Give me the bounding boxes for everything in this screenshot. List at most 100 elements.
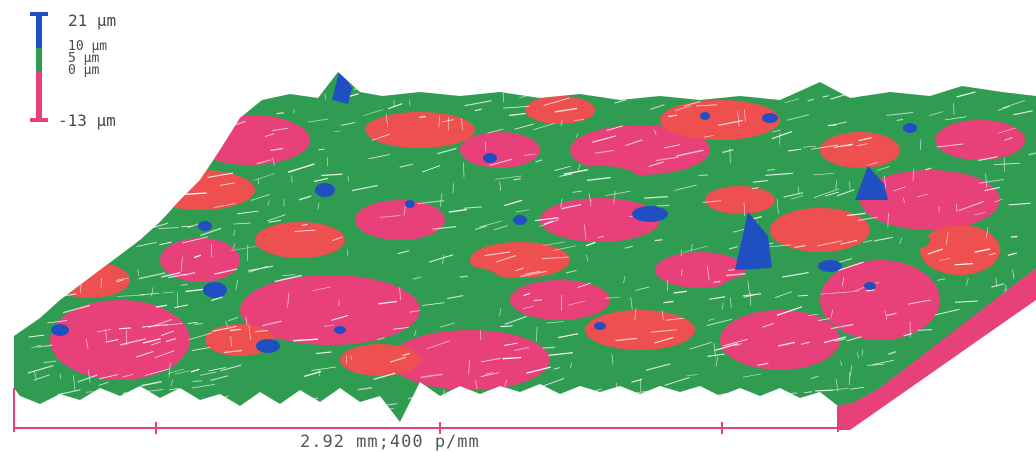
mesh-line bbox=[1008, 202, 1031, 206]
mesh-line bbox=[807, 313, 819, 316]
mesh-line bbox=[474, 108, 482, 112]
mesh-line bbox=[461, 118, 463, 131]
mesh-line bbox=[36, 344, 53, 348]
mesh-line bbox=[103, 100, 114, 104]
mesh-line bbox=[100, 278, 102, 289]
mesh-line bbox=[513, 178, 521, 181]
mesh-line bbox=[623, 276, 626, 284]
mesh-line bbox=[154, 175, 177, 181]
mesh-line bbox=[208, 367, 226, 372]
mesh-line bbox=[28, 268, 43, 272]
mesh-line bbox=[944, 116, 967, 121]
mesh-line bbox=[168, 368, 185, 374]
mesh-line bbox=[985, 226, 989, 239]
mesh-line bbox=[654, 129, 657, 136]
mesh-line bbox=[296, 397, 318, 405]
mesh-line bbox=[818, 318, 831, 321]
mesh-line bbox=[506, 81, 517, 84]
mesh-line bbox=[46, 219, 49, 226]
mesh-line bbox=[656, 204, 670, 207]
mesh-line bbox=[588, 192, 591, 202]
mesh-line bbox=[654, 239, 663, 242]
mesh-line bbox=[227, 316, 239, 322]
mesh-line bbox=[1012, 269, 1015, 280]
mesh-line bbox=[493, 225, 508, 231]
mesh-line bbox=[247, 244, 249, 261]
mesh-line bbox=[515, 209, 530, 213]
mesh-line bbox=[151, 187, 169, 192]
mesh-line bbox=[150, 341, 162, 346]
mesh-line bbox=[106, 149, 116, 153]
mesh-line bbox=[543, 97, 570, 106]
mesh-line bbox=[158, 227, 179, 230]
mesh-line bbox=[131, 180, 140, 183]
mesh-line bbox=[776, 306, 803, 316]
mesh-line bbox=[690, 243, 693, 251]
mesh-line bbox=[78, 91, 97, 97]
mesh-line bbox=[267, 200, 270, 206]
mesh-line bbox=[327, 407, 341, 413]
mesh-line bbox=[169, 388, 179, 391]
mesh-line bbox=[561, 203, 582, 210]
mesh-line bbox=[954, 300, 978, 303]
mesh-line bbox=[964, 405, 979, 411]
mesh-line bbox=[743, 202, 746, 217]
mesh-line bbox=[552, 417, 569, 421]
mesh-line bbox=[272, 157, 275, 166]
mesh-line bbox=[534, 417, 548, 420]
mesh-line bbox=[200, 79, 208, 82]
mesh-line bbox=[463, 162, 465, 178]
mesh-line bbox=[459, 275, 468, 278]
mesh-line bbox=[49, 92, 51, 98]
mesh-line bbox=[554, 165, 571, 171]
mesh-line bbox=[1017, 329, 1036, 335]
mesh-line bbox=[284, 82, 309, 88]
mesh-line bbox=[577, 282, 591, 288]
mesh-line bbox=[59, 84, 68, 88]
mesh-line bbox=[669, 397, 678, 400]
mesh-line bbox=[235, 279, 239, 290]
mesh-line bbox=[504, 199, 523, 207]
mesh-line bbox=[993, 162, 1021, 166]
mesh-line bbox=[172, 95, 181, 99]
mesh-line bbox=[307, 118, 329, 123]
mesh-line bbox=[351, 184, 378, 192]
mesh-line bbox=[835, 180, 838, 190]
mesh-line bbox=[256, 159, 271, 165]
mesh-line bbox=[767, 169, 775, 171]
mesh-line bbox=[168, 273, 186, 279]
mesh-line bbox=[742, 293, 762, 297]
mesh-line bbox=[984, 186, 1001, 191]
mesh-line bbox=[180, 283, 188, 287]
mesh-line bbox=[843, 290, 860, 293]
mesh-line bbox=[393, 327, 409, 330]
mesh-line bbox=[956, 91, 976, 98]
mesh-line bbox=[180, 83, 205, 86]
mesh-line bbox=[800, 341, 810, 345]
mesh-line bbox=[954, 263, 973, 266]
mesh-line bbox=[177, 175, 192, 180]
mesh-line bbox=[268, 219, 282, 223]
mesh-line bbox=[995, 329, 1023, 338]
mesh-line bbox=[146, 388, 164, 392]
mesh-line bbox=[298, 195, 312, 201]
mesh-line bbox=[553, 367, 560, 370]
upper-mid-regions bbox=[115, 156, 930, 305]
mesh-line bbox=[116, 279, 124, 283]
mesh-line bbox=[77, 248, 81, 259]
mesh-line bbox=[412, 276, 422, 280]
mesh-line bbox=[615, 337, 637, 342]
mesh-line bbox=[188, 79, 214, 82]
mesh-line bbox=[247, 265, 274, 272]
mesh-line bbox=[563, 169, 589, 175]
mesh-line bbox=[110, 197, 118, 201]
mesh-line bbox=[129, 167, 132, 173]
mesh-line bbox=[876, 166, 890, 171]
mesh-line bbox=[958, 201, 984, 212]
mesh-line bbox=[142, 179, 145, 186]
mesh-line bbox=[586, 254, 589, 262]
mesh-line bbox=[171, 379, 173, 387]
mesh-line bbox=[427, 394, 430, 407]
mesh-line bbox=[276, 112, 284, 115]
mesh-line bbox=[611, 353, 614, 365]
